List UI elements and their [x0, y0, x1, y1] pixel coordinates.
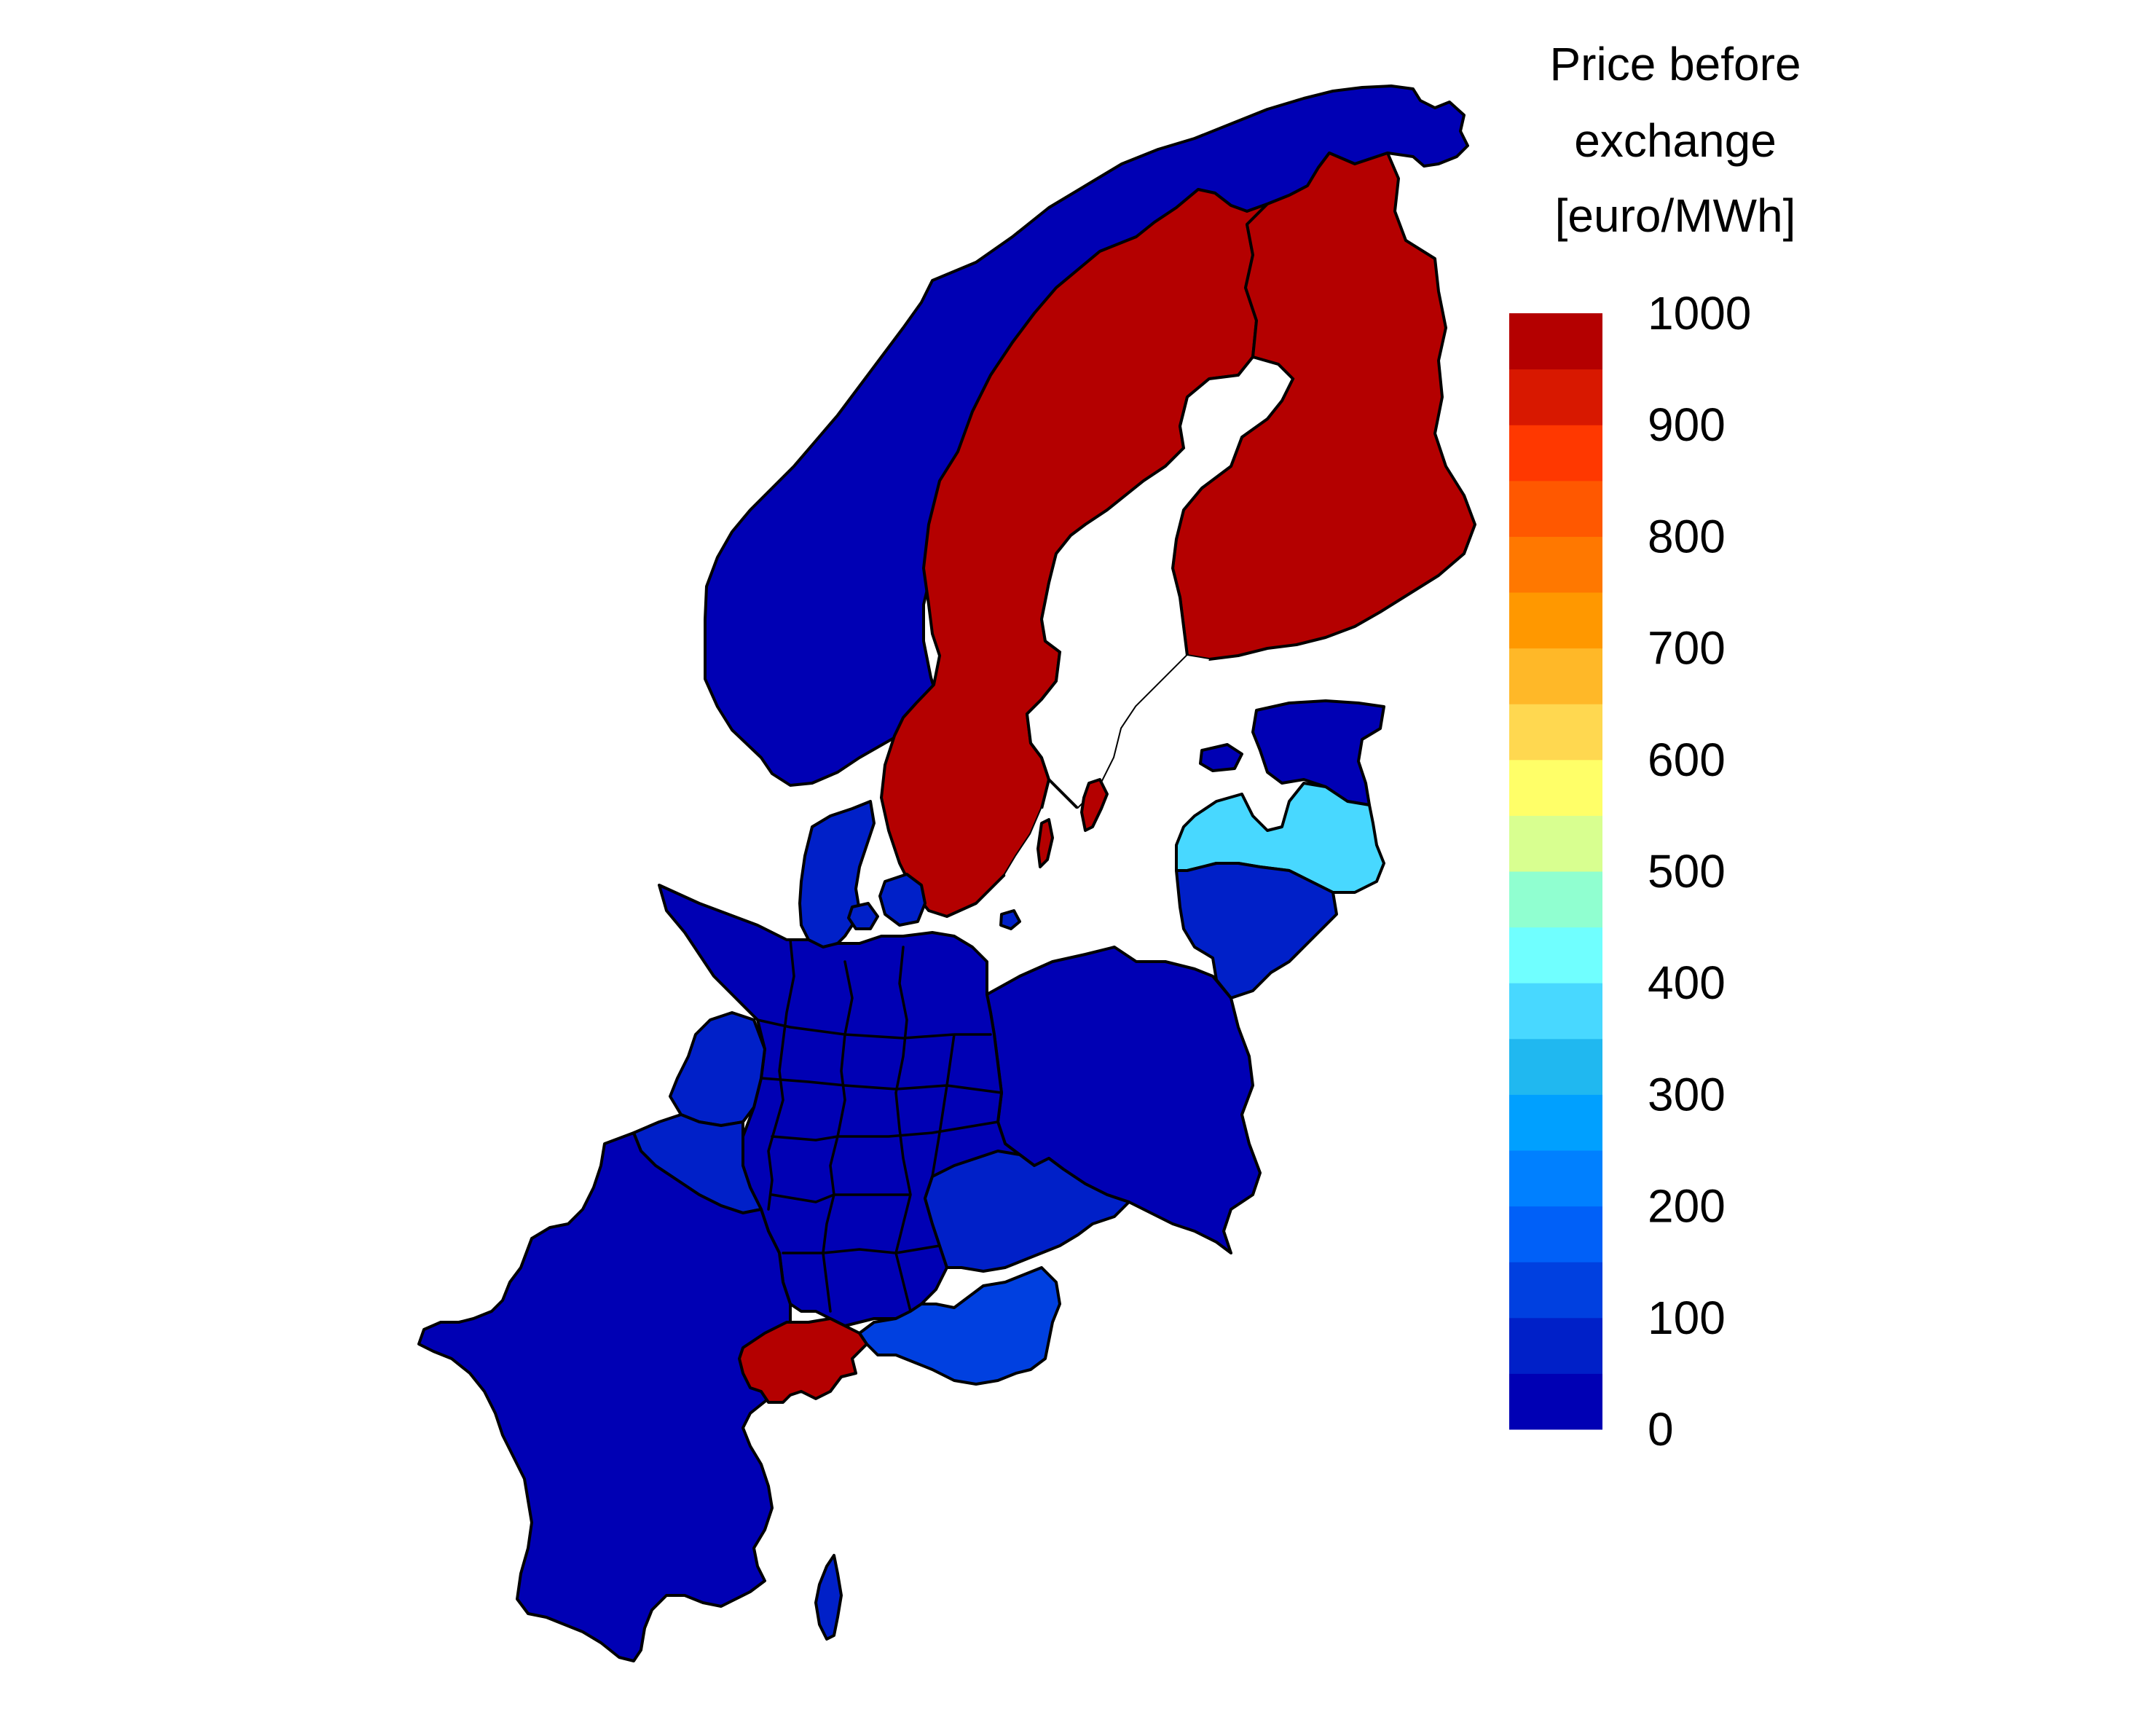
colorbar-band — [1509, 480, 1602, 537]
colorbar-band — [1509, 369, 1602, 425]
region-switzerland — [738, 1317, 868, 1404]
legend-tick-label: 500 — [1648, 845, 1726, 898]
colorbar-band — [1509, 759, 1602, 816]
legend-tick-label: 700 — [1648, 622, 1726, 675]
border-germany-zones — [756, 938, 1003, 1313]
legend-tick-label: 1000 — [1648, 287, 1751, 339]
colorbar-band — [1509, 648, 1602, 704]
gulf-of-bothnia — [1025, 355, 1295, 811]
border-sweden-finland — [1244, 223, 1258, 358]
colorbar-band — [1509, 704, 1602, 761]
colorbar-band — [1509, 871, 1602, 928]
legend-tick-label: 600 — [1648, 734, 1726, 786]
region-oland — [1036, 818, 1054, 868]
colorbar-band — [1509, 425, 1602, 482]
colorbar-band — [1509, 1373, 1602, 1430]
colorbar-band — [1509, 983, 1602, 1040]
colorbar-band — [1509, 815, 1602, 872]
colorbar-band — [1509, 1150, 1602, 1207]
legend-tick-label: 400 — [1648, 957, 1726, 1009]
legend-tick-label: 100 — [1648, 1292, 1726, 1344]
colorbar-band — [1509, 1317, 1602, 1374]
legend-title-line-2: exchange — [1574, 114, 1777, 167]
region-gotland — [1080, 778, 1109, 832]
region-czech-republic — [924, 1150, 1130, 1273]
legend-tick-label: 800 — [1648, 510, 1726, 562]
legend-tick-label: 900 — [1648, 398, 1726, 451]
colorbar-band — [1509, 592, 1602, 649]
colorbar-band — [1509, 927, 1602, 983]
region-france — [417, 1131, 792, 1662]
region-estonia — [1251, 699, 1385, 806]
region-bornholm — [999, 909, 1021, 930]
legend-title-line-1: Price before — [1549, 38, 1801, 90]
legend-tick-label: 300 — [1648, 1068, 1726, 1120]
legend-tick-label: 200 — [1648, 1180, 1726, 1233]
legend-colorbar — [1509, 313, 1602, 1430]
region-corsica — [814, 1554, 843, 1641]
region-denmark-funen — [847, 902, 879, 930]
region-netherlands — [669, 1011, 766, 1127]
colorbar-band — [1509, 1094, 1602, 1151]
region-austria — [858, 1266, 1061, 1386]
region-lithuania — [1175, 862, 1338, 999]
region-denmark-zealand — [878, 873, 927, 927]
colorbar-band — [1509, 1262, 1602, 1319]
colorbar-band — [1509, 1038, 1602, 1095]
colorbar-band — [1509, 1206, 1602, 1262]
legend-title-line-3: [euro/MWh] — [1555, 189, 1796, 242]
legend-tick-label: 0 — [1648, 1403, 1674, 1456]
colorbar-band — [1509, 536, 1602, 593]
colorbar-band — [1509, 313, 1602, 370]
region-estonia-islands — [1199, 743, 1243, 772]
